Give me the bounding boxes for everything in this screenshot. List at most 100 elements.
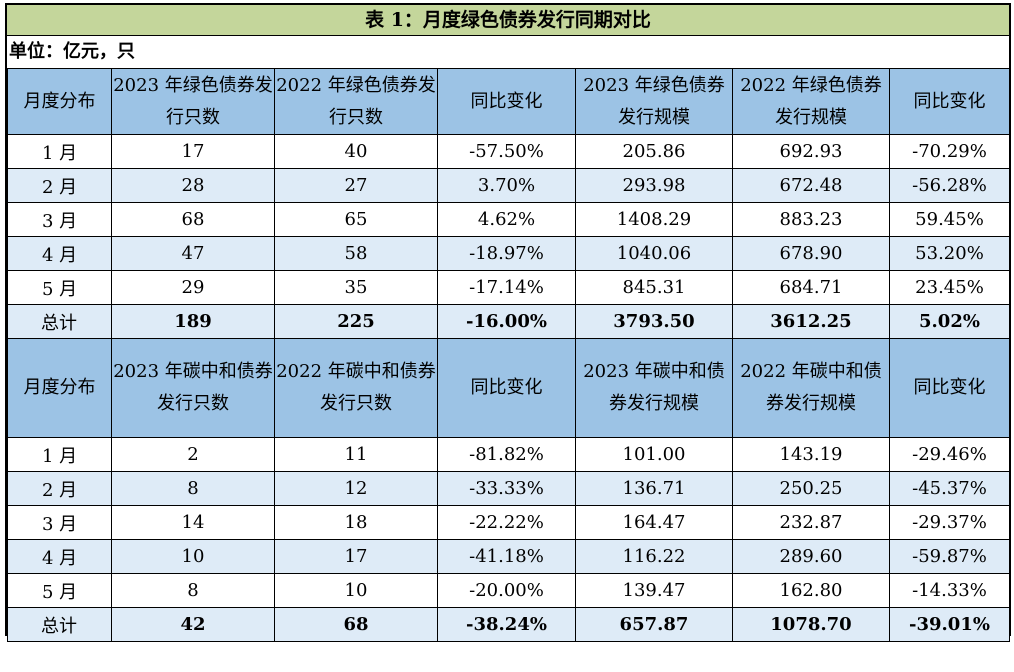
table-cell: 68 <box>111 202 275 237</box>
table-cell: -29.46% <box>889 437 1010 472</box>
header-cell: 2023 年绿色债券发行只数 <box>111 68 275 135</box>
table-cell: 58 <box>274 236 438 271</box>
table-cell: -39.01% <box>889 607 1010 642</box>
table-cell: 53.20% <box>889 236 1010 271</box>
table-cell: 289.60 <box>732 539 890 574</box>
table-cell: 2 月 <box>7 471 112 506</box>
table-cell: 3612.25 <box>732 304 890 339</box>
table-cell: 47 <box>111 236 275 271</box>
table-cell: 10 <box>274 573 438 608</box>
table-row: 1 月 2 11 -81.82% 101.00 143.19 -29.46% <box>7 437 1010 472</box>
table-cell: -14.33% <box>889 573 1010 608</box>
header-cell: 2023 年碳中和债券发行只数 <box>111 338 275 438</box>
table-cell: 250.25 <box>732 471 890 506</box>
table-row: 5 月 8 10 -20.00% 139.47 162.80 -14.33% <box>7 573 1010 608</box>
header-row: 月度分布 2023 年绿色债券发行只数 2022 年绿色债券发行只数 同比变化 2023… <box>7 68 1010 135</box>
table-cell: 164.47 <box>575 505 733 540</box>
table-cell: 18 <box>274 505 438 540</box>
header-cell: 2022 年绿色债券发行规模 <box>732 68 890 135</box>
table-cell: -56.28% <box>889 168 1010 203</box>
header-cell: 2022 年碳中和债券发行只数 <box>274 338 438 438</box>
total-row: 总计 42 68 -38.24% 657.87 1078.70 -39.01% <box>7 607 1010 642</box>
data-table: 月度分布 2023 年绿色债券发行只数 2022 年绿色债券发行只数 同比变化 2023… <box>7 68 1010 642</box>
table-cell: 845.31 <box>575 270 733 305</box>
header-cell: 同比变化 <box>889 68 1010 135</box>
table-cell: 8 <box>111 471 275 506</box>
table-cell: 5 月 <box>7 573 112 608</box>
header-cell: 2023 年绿色债券发行规模 <box>575 68 733 135</box>
header-cell: 2022 年碳中和债券发行规模 <box>732 338 890 438</box>
table-cell: 29 <box>111 270 275 305</box>
table-row: 4 月 47 58 -18.97% 1040.06 678.90 53.20% <box>7 236 1010 271</box>
table-cell: 143.19 <box>732 437 890 472</box>
total-row: 总计 189 225 -16.00% 3793.50 3612.25 5.02% <box>7 304 1010 339</box>
table-cell: 3 月 <box>7 505 112 540</box>
table-cell: 3793.50 <box>575 304 733 339</box>
table-cell: 3 月 <box>7 202 112 237</box>
table-cell: 3.70% <box>437 168 576 203</box>
header-cell: 同比变化 <box>437 68 576 135</box>
table-container: 表 1：月度绿色债券发行同期对比 单位：亿元，只 月度分布 2023 年绿色债券发… <box>5 3 1011 642</box>
table-cell: 672.48 <box>732 168 890 203</box>
table-cell: 17 <box>274 539 438 574</box>
table-cell: 2 月 <box>7 168 112 203</box>
table-cell: 1078.70 <box>732 607 890 642</box>
table-cell: 101.00 <box>575 437 733 472</box>
unit-label: 单位：亿元，只 <box>9 41 135 62</box>
table-cell: 10 <box>111 539 275 574</box>
table-cell: 1040.06 <box>575 236 733 271</box>
table-cell: 205.86 <box>575 134 733 169</box>
table-row: 3 月 14 18 -22.22% 164.47 232.87 -29.37% <box>7 505 1010 540</box>
table-cell: 59.45% <box>889 202 1010 237</box>
table-row: 1 月 17 40 -57.50% 205.86 692.93 -70.29% <box>7 134 1010 169</box>
table-cell: 总计 <box>7 304 112 339</box>
table-cell: 14 <box>111 505 275 540</box>
table-cell: 5 月 <box>7 270 112 305</box>
table-cell: -17.14% <box>437 270 576 305</box>
header-cell: 同比变化 <box>889 338 1010 438</box>
table-cell: 1 月 <box>7 437 112 472</box>
table-cell: 11 <box>274 437 438 472</box>
header-cell: 同比变化 <box>437 338 576 438</box>
table-cell: 657.87 <box>575 607 733 642</box>
table-row: 2 月 28 27 3.70% 293.98 672.48 -56.28% <box>7 168 1010 203</box>
table-cell: -41.18% <box>437 539 576 574</box>
table-cell: 35 <box>274 270 438 305</box>
table-cell: 162.80 <box>732 573 890 608</box>
table-cell: 总计 <box>7 607 112 642</box>
table-cell: 293.98 <box>575 168 733 203</box>
table-cell: 8 <box>111 573 275 608</box>
table-cell: 17 <box>111 134 275 169</box>
table-title: 表 1：月度绿色债券发行同期对比 <box>7 5 1009 36</box>
table-cell: -22.22% <box>437 505 576 540</box>
header-cell: 月度分布 <box>7 338 112 438</box>
table-cell: 1 月 <box>7 134 112 169</box>
table-cell: -29.37% <box>889 505 1010 540</box>
header-cell: 月度分布 <box>7 68 112 135</box>
table-cell: -45.37% <box>889 471 1010 506</box>
table-cell: 12 <box>274 471 438 506</box>
table-cell: -16.00% <box>437 304 576 339</box>
table-cell: 1408.29 <box>575 202 733 237</box>
table-cell: -57.50% <box>437 134 576 169</box>
table-row: 5 月 29 35 -17.14% 845.31 684.71 23.45% <box>7 270 1010 305</box>
table-cell: 4.62% <box>437 202 576 237</box>
table-cell: 4 月 <box>7 539 112 574</box>
table-cell: 684.71 <box>732 270 890 305</box>
table-cell: 27 <box>274 168 438 203</box>
table-cell: 68 <box>274 607 438 642</box>
table-cell: 4 月 <box>7 236 112 271</box>
table-cell: 883.23 <box>732 202 890 237</box>
table-row: 3 月 68 65 4.62% 1408.29 883.23 59.45% <box>7 202 1010 237</box>
table-cell: 2 <box>111 437 275 472</box>
table-cell: 136.71 <box>575 471 733 506</box>
table-cell: -81.82% <box>437 437 576 472</box>
header-cell: 2022 年绿色债券发行只数 <box>274 68 438 135</box>
table-cell: -33.33% <box>437 471 576 506</box>
table-cell: 5.02% <box>889 304 1010 339</box>
table-cell: 692.93 <box>732 134 890 169</box>
table-cell: 189 <box>111 304 275 339</box>
table-cell: 139.47 <box>575 573 733 608</box>
table-cell: 65 <box>274 202 438 237</box>
header-row: 月度分布 2023 年碳中和债券发行只数 2022 年碳中和债券发行只数 同比变化 20… <box>7 338 1010 438</box>
